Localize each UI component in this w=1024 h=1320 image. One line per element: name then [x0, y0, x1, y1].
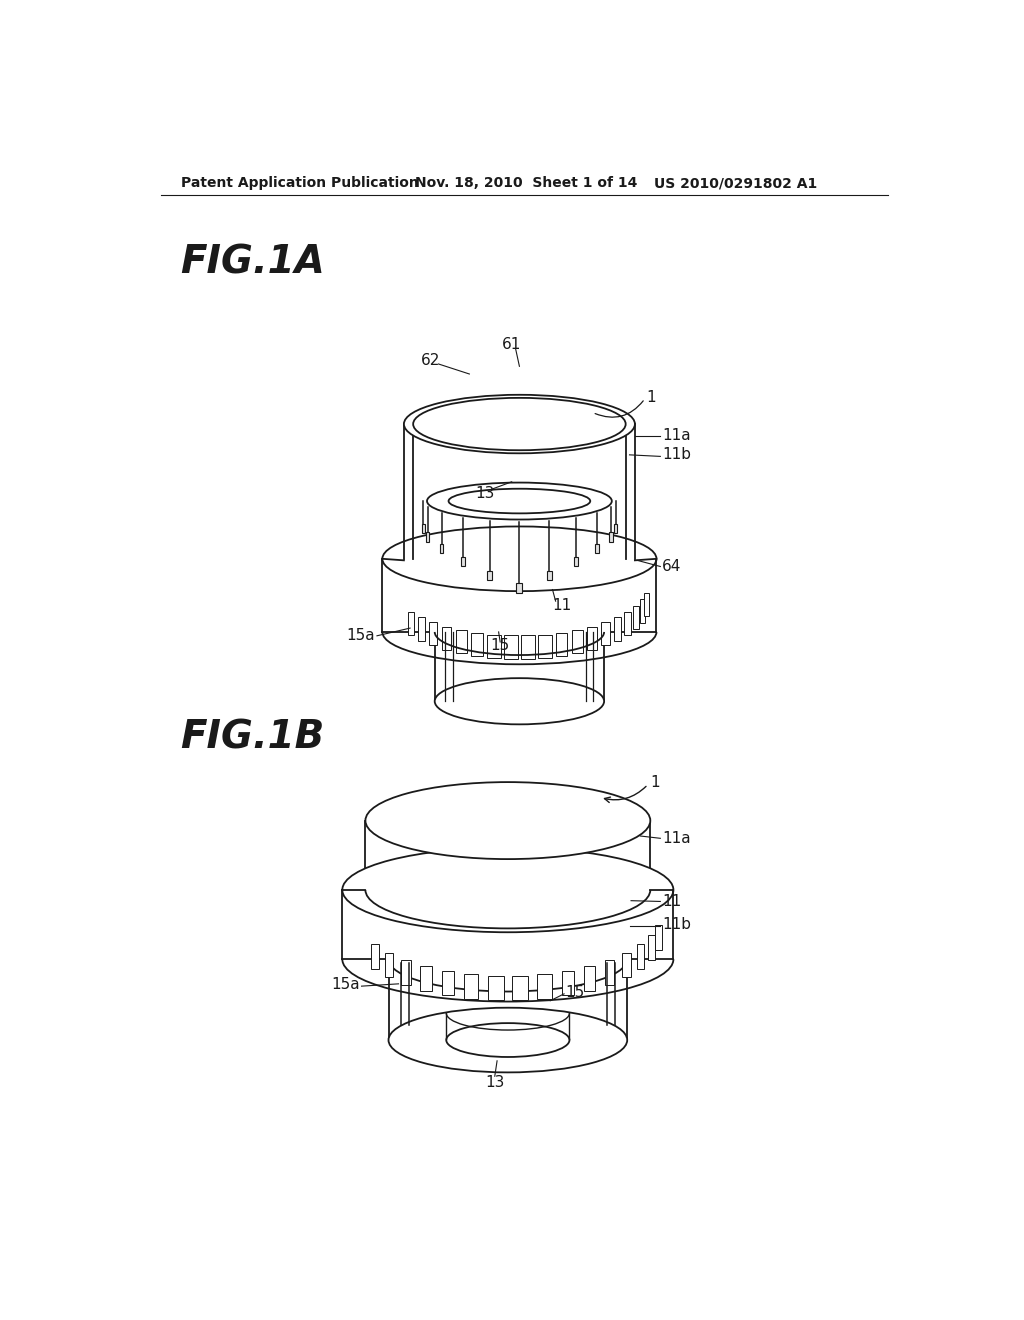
Bar [504, 635, 518, 659]
Bar [572, 630, 583, 653]
Text: US 2010/0291802 A1: US 2010/0291802 A1 [654, 176, 817, 190]
Bar [640, 599, 645, 623]
Text: 15a: 15a [347, 628, 376, 643]
Bar [418, 618, 425, 640]
Bar [613, 618, 621, 640]
Text: 11b: 11b [662, 447, 691, 462]
Bar [461, 557, 465, 566]
Ellipse shape [366, 781, 650, 859]
Text: 64: 64 [662, 558, 681, 574]
Bar [520, 635, 536, 659]
Text: Nov. 18, 2010  Sheet 1 of 14: Nov. 18, 2010 Sheet 1 of 14 [416, 176, 638, 190]
Ellipse shape [413, 397, 626, 450]
Bar [422, 524, 425, 533]
Bar [538, 974, 552, 998]
Bar [614, 524, 617, 533]
Bar [421, 966, 431, 991]
Bar [439, 544, 443, 553]
Bar [625, 612, 631, 635]
Bar [487, 635, 501, 657]
Text: 13: 13 [485, 1074, 505, 1090]
Bar [588, 627, 597, 649]
Text: 11: 11 [552, 598, 571, 612]
Text: FIG.1B: FIG.1B [180, 718, 325, 756]
Bar [655, 925, 662, 950]
Bar [555, 632, 567, 656]
Text: 15: 15 [565, 985, 585, 999]
Text: 11b: 11b [662, 917, 691, 932]
Bar [637, 944, 644, 969]
Ellipse shape [449, 488, 590, 513]
Bar [604, 960, 614, 985]
Bar [441, 970, 455, 995]
Ellipse shape [342, 847, 674, 932]
Text: Patent Application Publication: Patent Application Publication [180, 176, 419, 190]
Bar [487, 570, 493, 579]
Bar [401, 960, 411, 985]
Text: 15: 15 [490, 638, 510, 652]
Bar [573, 557, 579, 566]
Bar [471, 632, 483, 656]
FancyArrowPatch shape [604, 787, 646, 803]
Bar [464, 974, 478, 998]
Bar [372, 944, 379, 969]
Text: 13: 13 [475, 486, 495, 500]
Ellipse shape [382, 527, 656, 591]
Bar [429, 622, 437, 645]
Ellipse shape [435, 678, 604, 725]
Text: 11a: 11a [662, 830, 690, 846]
Bar [442, 627, 452, 649]
Bar [547, 570, 552, 579]
Bar [648, 935, 654, 960]
Text: 1: 1 [650, 775, 659, 789]
Bar [457, 630, 467, 653]
Bar [512, 975, 528, 1001]
Text: 1: 1 [646, 389, 656, 405]
Bar [487, 975, 504, 1001]
Bar [633, 606, 639, 630]
Text: 61: 61 [502, 337, 521, 352]
Bar [561, 970, 574, 995]
Bar [644, 593, 648, 616]
Text: FIG.1A: FIG.1A [180, 243, 326, 281]
Ellipse shape [446, 1023, 569, 1057]
Bar [539, 635, 552, 657]
Bar [408, 612, 415, 635]
Text: 11: 11 [662, 894, 681, 909]
Bar [385, 953, 393, 977]
Bar [584, 966, 595, 991]
Bar [623, 953, 631, 977]
Bar [601, 622, 609, 645]
Text: 11a: 11a [662, 428, 690, 444]
Bar [609, 532, 612, 541]
Text: 62: 62 [421, 352, 440, 368]
FancyArrowPatch shape [595, 401, 643, 417]
Ellipse shape [403, 395, 635, 453]
Text: 15a: 15a [332, 977, 360, 993]
Bar [426, 532, 429, 541]
Ellipse shape [388, 1007, 628, 1072]
Bar [595, 544, 599, 553]
Ellipse shape [427, 483, 611, 520]
Bar [516, 583, 522, 593]
